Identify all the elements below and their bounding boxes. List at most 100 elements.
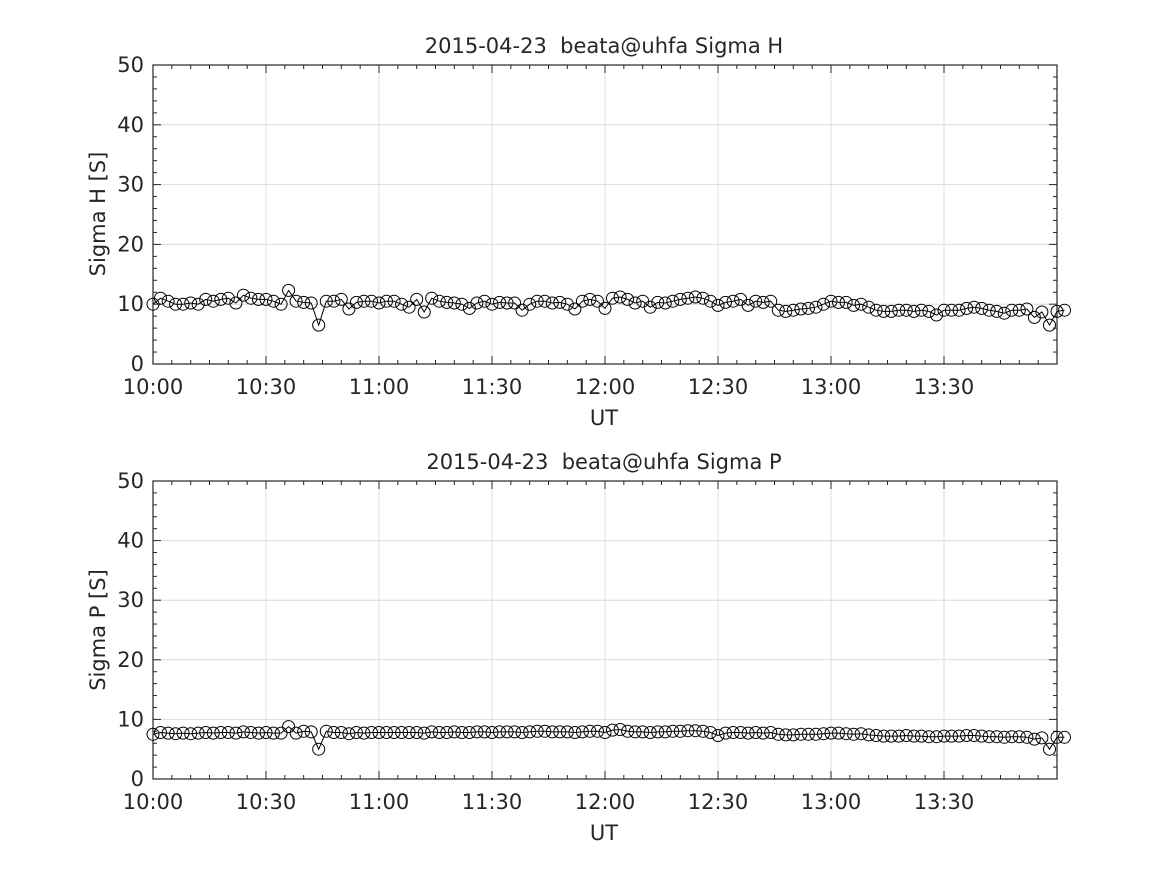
sigma-p-data-point <box>252 726 265 740</box>
sigma-h-data-point <box>877 304 891 318</box>
sigma-h-data-point <box>764 294 778 308</box>
sigma-p-data-point <box>749 726 763 739</box>
sigma-h-xtick-label: 13:30 <box>914 375 975 399</box>
sigma-p-data-point <box>538 724 552 738</box>
sigma-h-data-point <box>568 302 582 316</box>
sigma-p-xtick-label: 11:00 <box>349 790 410 814</box>
sigma-h-data-point <box>756 295 770 309</box>
sigma-p-xtick-label: 12:00 <box>575 790 636 814</box>
sigma-p-xtick-label: 10:30 <box>236 790 297 814</box>
sigma-p-data-point <box>500 725 514 739</box>
sigma-p-data-point <box>914 729 928 743</box>
sigma-p-data-point <box>1035 731 1049 745</box>
sigma-h-data-point <box>545 296 559 310</box>
sigma-p-ytick-label: 30 <box>117 588 144 612</box>
sigma-p-data-point <box>658 725 672 739</box>
sigma-p-data-point <box>515 726 529 739</box>
sigma-h-data-point <box>786 303 800 317</box>
sigma-p-data-point <box>191 726 205 740</box>
sigma-p-data-point <box>485 726 499 739</box>
sigma-h-data-point <box>591 294 604 308</box>
sigma-p-data-point <box>297 724 311 738</box>
sigma-h-data-point <box>327 294 341 308</box>
sigma-h-data-point <box>681 291 695 305</box>
sigma-p-data-point <box>591 724 604 738</box>
sigma-h-data-point <box>169 297 183 311</box>
sigma-h-data-point <box>538 294 552 308</box>
sigma-p-data-point <box>176 726 190 740</box>
sigma-h-data-point <box>154 291 167 305</box>
sigma-h-data-point <box>575 294 589 308</box>
sigma-h-plot-frame <box>152 64 1058 365</box>
sigma-p-data-point <box>199 726 213 739</box>
sigma-p-data-point <box>1020 730 1034 744</box>
sigma-h-data-point <box>613 290 627 304</box>
sigma-h-data-point <box>176 297 190 311</box>
sigma-p-xtick-label: 13:00 <box>801 790 862 814</box>
sigma-h-data-point <box>801 301 815 315</box>
sigma-h-data-point <box>274 297 288 311</box>
sigma-p-data-point <box>899 729 913 742</box>
sigma-p-data-point <box>1027 732 1041 746</box>
sigma-p-data-point <box>319 724 333 738</box>
sigma-p-data-point <box>688 724 702 738</box>
sigma-h-data-point <box>267 294 280 308</box>
sigma-p-data-point <box>1012 730 1026 744</box>
sigma-h-data-point <box>244 291 258 305</box>
sigma-h-data-point <box>372 296 386 310</box>
sigma-p-title: 2015-04-23 beata@uhfa Sigma P <box>426 450 781 474</box>
sigma-p-data-point <box>417 726 431 740</box>
sigma-h-data-point <box>719 295 732 309</box>
sigma-h-data-point <box>236 288 250 302</box>
sigma-h-data-point <box>425 291 439 305</box>
sigma-p-data-point <box>342 727 356 741</box>
sigma-p-data-point <box>764 726 778 739</box>
sigma-h-data-point <box>771 303 785 317</box>
sigma-p-data-point <box>304 725 318 739</box>
sigma-p-data-point <box>809 727 823 741</box>
sigma-p-data-point <box>229 726 243 740</box>
sigma-p-data-point <box>628 725 642 739</box>
sigma-p-data-point <box>711 729 725 742</box>
sigma-h-data-point <box>229 296 243 310</box>
sigma-p-data-point <box>462 726 476 739</box>
sigma-h-data-point <box>794 302 808 316</box>
sigma-h-data-point <box>252 292 265 306</box>
sigma-p-xtick-label: 13:30 <box>914 790 975 814</box>
sigma-h-xtick-label: 11:30 <box>462 375 523 399</box>
sigma-h-data-point <box>643 300 657 314</box>
sigma-h-data-point <box>334 292 348 306</box>
sigma-p-data-point <box>334 726 348 739</box>
sigma-p-data-point <box>470 725 484 739</box>
sigma-p-data-point <box>206 726 220 740</box>
sigma-p-data-point <box>854 727 868 741</box>
sigma-p-data-point <box>387 726 401 739</box>
sigma-p-data-point <box>907 729 921 743</box>
sigma-p-data-point <box>530 724 544 738</box>
sigma-p-data-point <box>289 726 303 740</box>
sigma-h-data-point <box>696 291 710 305</box>
sigma-h-data-point <box>809 300 823 314</box>
sigma-h-data-point <box>862 300 876 314</box>
sigma-p-data-point <box>673 724 687 738</box>
sigma-p-data-point <box>643 726 657 739</box>
sigma-h-data-point <box>508 296 522 310</box>
sigma-p-data-point <box>621 724 635 738</box>
sigma-h-data-point <box>945 303 958 317</box>
sigma-h-data-point <box>621 292 635 306</box>
sigma-p-data-point <box>169 727 183 741</box>
sigma-h-data-point <box>914 303 928 317</box>
sigma-p-data-point <box>1050 730 1064 744</box>
sigma-p-data-point <box>734 726 748 739</box>
sigma-h-data-point <box>365 294 378 308</box>
sigma-h-data-point <box>583 292 597 306</box>
sigma-p-data-point <box>719 726 732 740</box>
sigma-h-data-point <box>658 296 672 310</box>
sigma-h-data-point <box>930 308 943 322</box>
sigma-p-data-point <box>756 726 770 740</box>
sigma-h-data-point <box>982 303 996 317</box>
sigma-h-data-point <box>214 292 228 306</box>
sigma-p-ytick-label: 20 <box>117 648 144 672</box>
sigma-h-data-point <box>417 305 431 319</box>
sigma-h-data-point <box>779 304 793 318</box>
